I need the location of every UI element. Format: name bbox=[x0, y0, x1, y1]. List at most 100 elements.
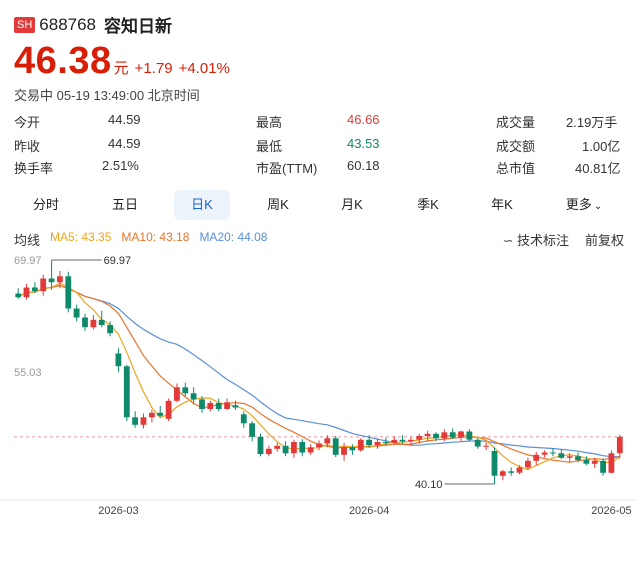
tab-yearly-k[interactable]: 年K bbox=[491, 197, 513, 212]
exchange-badge: SH bbox=[14, 16, 36, 33]
price-unit: 元 bbox=[113, 60, 129, 77]
stock-code: 688768 bbox=[39, 14, 97, 34]
candle-body bbox=[575, 456, 581, 460]
candle-body bbox=[366, 439, 372, 445]
candle-body bbox=[149, 412, 155, 418]
candle-body bbox=[23, 287, 30, 298]
prev-close-value: 44.59 bbox=[108, 136, 141, 151]
candle-body bbox=[215, 403, 222, 409]
candle-body bbox=[257, 436, 264, 454]
candle-body bbox=[265, 448, 272, 454]
candle-body bbox=[190, 393, 197, 400]
x-tick-label: 2026-05 bbox=[591, 505, 631, 517]
candle-body bbox=[591, 460, 598, 464]
candle-body bbox=[199, 399, 205, 409]
candle-body bbox=[474, 439, 481, 447]
candle-body bbox=[566, 456, 573, 458]
amount-label: 成交额 bbox=[496, 139, 536, 154]
ma10-value: MA10: 43.18 bbox=[121, 230, 190, 244]
ma5-value: MA5: 43.35 bbox=[50, 230, 112, 244]
candle-body bbox=[132, 417, 138, 425]
candle-body bbox=[324, 438, 331, 444]
volume-value: 2.19万手 bbox=[566, 115, 618, 130]
price-change-pct: +4.01% bbox=[178, 60, 230, 77]
candle-body bbox=[32, 287, 38, 292]
stats-grid: 今开 44.59 昨收 44.59 换手率 2.51% 最高 46.66 最低 … bbox=[0, 112, 638, 182]
candle-body bbox=[449, 432, 456, 438]
tab-monthly-k[interactable]: 月K bbox=[341, 197, 363, 212]
stock-header: SH 688768 容知日新 bbox=[14, 12, 172, 37]
candle-body bbox=[249, 423, 255, 437]
candle-body bbox=[274, 445, 281, 449]
candle-body bbox=[466, 431, 473, 440]
tech-annotation-button[interactable]: ∽ 技术标注 bbox=[502, 230, 569, 249]
candle-body bbox=[533, 454, 540, 461]
ma-legend: 均线 MA5: 43.35 MA10: 43.18 MA20: 44.08 bbox=[14, 230, 267, 249]
tab-intraday[interactable]: 分时 bbox=[32, 197, 59, 212]
candle-body bbox=[316, 443, 322, 448]
high-marker-label: 69.97 bbox=[104, 255, 132, 267]
candle-body bbox=[291, 442, 297, 454]
candle-body bbox=[408, 439, 414, 442]
candle-body bbox=[40, 278, 47, 292]
candle-body bbox=[115, 353, 122, 367]
adjust-mode-button[interactable]: 前复权 bbox=[584, 233, 624, 248]
candle-body bbox=[98, 319, 105, 325]
tab-daily-k[interactable]: 日K bbox=[174, 190, 230, 220]
price-change: +1.79 bbox=[134, 60, 173, 77]
low-marker-label: 40.10 bbox=[415, 479, 443, 491]
candle-body bbox=[65, 276, 72, 309]
candle-body bbox=[307, 447, 314, 453]
turnover-value: 2.51% bbox=[102, 158, 139, 173]
candle-body bbox=[174, 387, 180, 401]
chevron-down-icon: ⌄ bbox=[593, 201, 603, 212]
tab-five-day[interactable]: 五日 bbox=[111, 197, 138, 212]
candle-body bbox=[516, 467, 523, 473]
x-tick-label: 2026-03 bbox=[98, 505, 138, 517]
candle-body bbox=[491, 451, 498, 476]
y-tick-label: 55.03 bbox=[14, 367, 42, 379]
price-row: 46.38 元 +1.79 +4.01% bbox=[14, 40, 230, 83]
high-label: 最高 bbox=[256, 115, 283, 130]
candle-body bbox=[525, 460, 531, 468]
candle-body bbox=[483, 445, 489, 447]
candle-body bbox=[382, 442, 389, 443]
candle-body bbox=[499, 471, 506, 476]
candle-body bbox=[207, 403, 214, 409]
candle-body bbox=[299, 442, 306, 453]
candle-body bbox=[157, 412, 164, 416]
open-value: 44.59 bbox=[108, 112, 141, 127]
candle-body bbox=[441, 432, 448, 439]
candle-body bbox=[600, 460, 606, 473]
volume-label: 成交量 bbox=[496, 115, 536, 130]
candle-body bbox=[332, 438, 339, 455]
candle-body bbox=[240, 414, 247, 424]
candle-body bbox=[550, 452, 556, 454]
tab-more[interactable]: 更多 ⌄ bbox=[556, 190, 612, 220]
ma20-line bbox=[17, 284, 620, 458]
tech-annotation-label: 技术标注 bbox=[516, 233, 569, 248]
more-label: 更多 bbox=[565, 197, 592, 212]
candle-body bbox=[140, 417, 147, 425]
current-price: 46.38 bbox=[14, 40, 112, 82]
candle-body bbox=[399, 439, 406, 442]
market-cap-label: 总市值 bbox=[496, 161, 536, 176]
ma-label: 均线 bbox=[14, 233, 41, 248]
candle-body bbox=[508, 471, 515, 473]
candle-body bbox=[558, 453, 565, 458]
kline-chart[interactable]: 69.97 55.03 69.97 40.10 2026-03 2026-04 2026-0… bbox=[0, 252, 638, 522]
candle-body bbox=[424, 433, 431, 436]
candle-body bbox=[282, 445, 289, 454]
candle-body bbox=[391, 439, 398, 443]
candle-body bbox=[82, 317, 88, 328]
candle-body bbox=[583, 460, 590, 464]
x-tick-label: 2026-04 bbox=[349, 505, 389, 517]
tab-quarterly-k[interactable]: 季K bbox=[417, 197, 439, 212]
prev-close-label: 昨收 bbox=[14, 139, 41, 154]
candle-body bbox=[73, 308, 80, 318]
candle-body bbox=[224, 402, 230, 409]
period-tabs: 分时 五日 日K 周K 月K 季K 年K 更多 ⌄ bbox=[0, 190, 638, 222]
tab-weekly-k[interactable]: 周K bbox=[267, 197, 289, 212]
ma10-line bbox=[17, 284, 620, 463]
pe-label: 市盈(TTM) bbox=[256, 161, 318, 176]
